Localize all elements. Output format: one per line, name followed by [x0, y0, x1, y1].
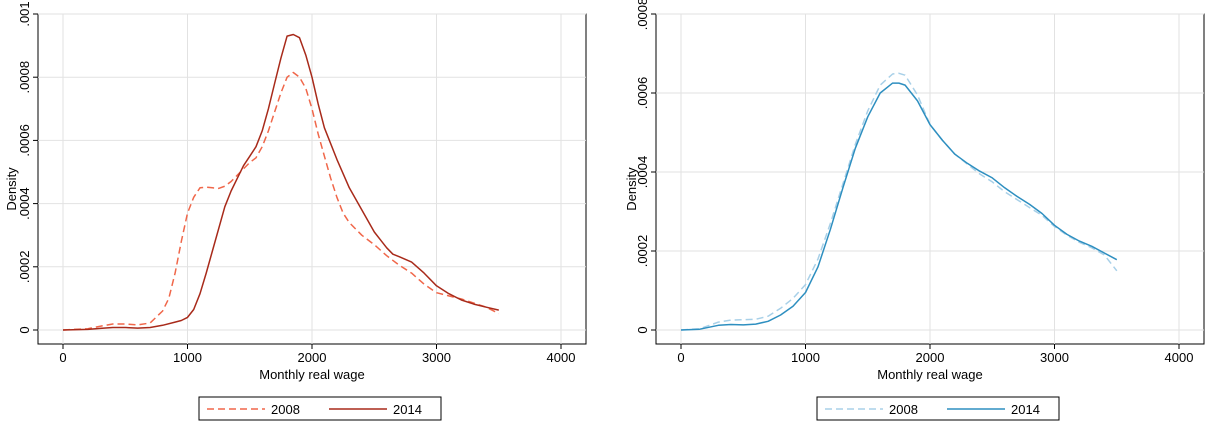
x-tick-label: 4000: [547, 350, 576, 365]
y-tick-label: .0006: [17, 124, 32, 157]
legend-label-2008: 2008: [889, 402, 918, 417]
y-tick-label: 0: [635, 326, 650, 333]
chart-panel-1: 0 1000 2000 3000 4000 0 .0002 .0004 .0006 .0008 .0…: [4, 1, 587, 421]
y-tick-label: .0002: [17, 251, 32, 284]
y-axis-title: Density: [624, 167, 639, 211]
x-tick-label: 1000: [791, 350, 820, 365]
series-line-2014: [680, 82, 1118, 331]
series-line-2014: [62, 33, 499, 331]
legend: 2008 2014: [816, 396, 1060, 421]
legend-label-2014: 2014: [393, 402, 422, 417]
x-tick-label: 3000: [422, 350, 451, 365]
y-tick-label: .0008: [17, 61, 32, 94]
y-tick-label: .0006: [635, 77, 650, 110]
chart-panel-2: 0 1000 2000 3000 4000 0 .0002 .0004 .0006 .0008 Mo…: [624, 0, 1205, 421]
series-line-2008: [62, 71, 500, 331]
legend-label-2008: 2008: [271, 402, 300, 417]
legend: 2008 2014: [198, 396, 442, 421]
x-tick-label: 0: [677, 350, 684, 365]
x-tick-label: 0: [59, 350, 66, 365]
y-tick-label: .0004: [17, 187, 32, 220]
x-axis-title: Monthly real wage: [877, 367, 983, 382]
legend-box: [198, 396, 442, 421]
legend-box: [816, 396, 1060, 421]
legend-label-2014: 2014: [1011, 402, 1040, 417]
y-tick-label: .001: [17, 1, 32, 26]
x-tick-label: 1000: [173, 350, 202, 365]
x-tick-label: 4000: [1165, 350, 1194, 365]
x-axis-title: Monthly real wage: [259, 367, 365, 382]
x-tick-label: 2000: [916, 350, 945, 365]
y-axis-title: Density: [4, 167, 19, 211]
y-tick-label: .0004: [635, 156, 650, 189]
y-tick-label: .0002: [635, 235, 650, 268]
y-tick-label: .0008: [635, 0, 650, 30]
y-tick-label: 0: [17, 326, 32, 333]
x-tick-label: 3000: [1040, 350, 1069, 365]
series-line-2008: [680, 72, 1118, 331]
x-tick-label: 2000: [298, 350, 327, 365]
